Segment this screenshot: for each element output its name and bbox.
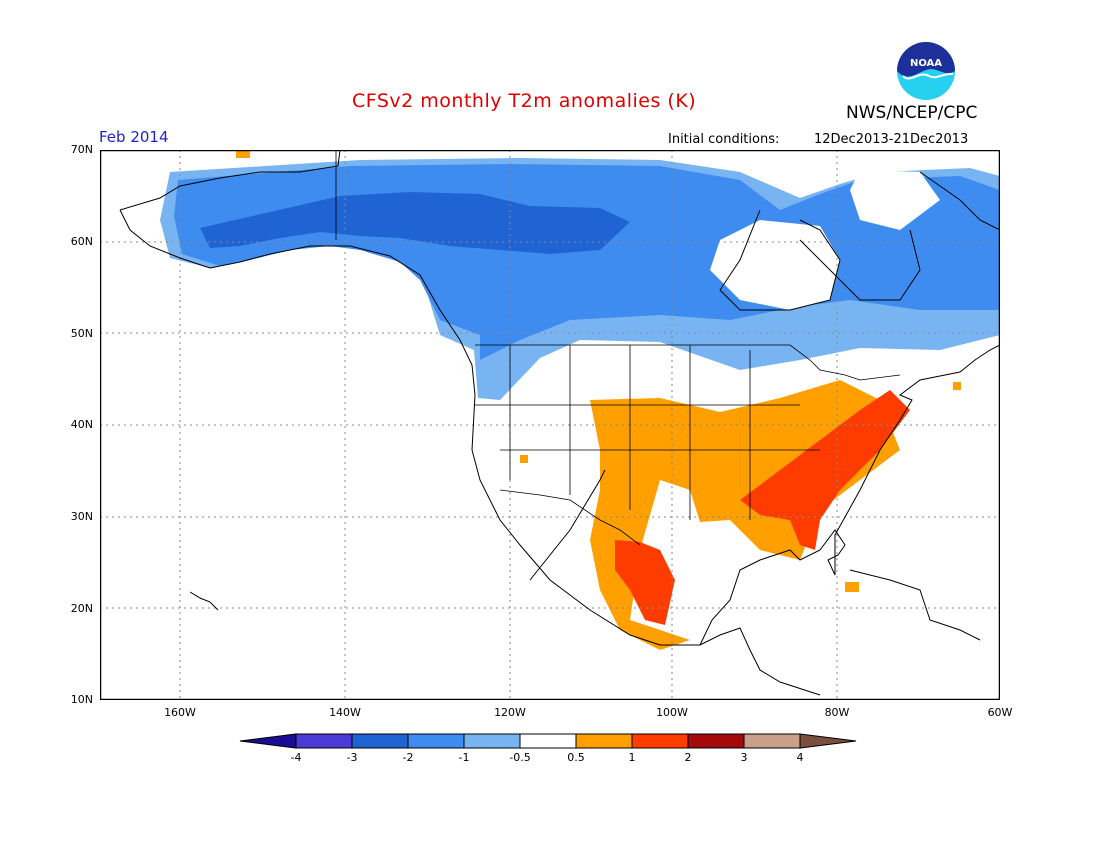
lat-label-60n: 60N — [70, 235, 93, 248]
colorbar-tick-label: -1 — [458, 751, 470, 764]
lon-label-160w: 160W — [164, 706, 196, 719]
labrador-neutral — [850, 170, 940, 230]
forecast-period-label: Feb 2014 — [99, 128, 169, 146]
colorbar-cell-lowest — [239, 733, 297, 749]
initial-conditions-value: 12Dec2013-21Dec2013 — [814, 132, 969, 147]
warm-mid-anomaly-southeast — [740, 390, 910, 550]
colorbar-cell-highest — [799, 733, 857, 749]
logo-text: NOAA — [910, 58, 942, 69]
colorbar-tick-label: -3 — [346, 751, 358, 764]
west-warm-patch — [520, 455, 528, 463]
lat-label-10n: 10N — [70, 693, 93, 706]
colorbar-tick-label: -4 — [290, 751, 302, 764]
lat-label-70n: 70N — [70, 143, 93, 156]
colorbar-tick-label: 3 — [740, 751, 748, 764]
colorbar-tick-label: 2 — [684, 751, 692, 764]
colorbar — [239, 733, 857, 749]
lon-label-140w: 140W — [329, 706, 361, 719]
lat-label-50n: 50N — [70, 327, 93, 340]
colorbar-tick-label: 0.5 — [567, 751, 585, 764]
colorbar-cell-1 — [295, 733, 353, 749]
coastlines — [119, 150, 1000, 696]
colorbar-cell-9 — [743, 733, 801, 749]
warm-mid-anomaly-mexico — [615, 540, 675, 625]
colorbar-tick-label: -2 — [402, 751, 414, 764]
map-title: CFSv2 monthly T2m anomalies (K) — [352, 90, 697, 112]
colorbar-cell-3 — [407, 733, 465, 749]
lat-label-40n: 40N — [70, 418, 93, 431]
political-borders — [335, 150, 901, 546]
colorbar-tick-label: 1 — [628, 751, 636, 764]
anomaly-map — [100, 150, 1000, 700]
colorbar-tick-label: 4 — [796, 751, 804, 764]
colorbar-cell-5 — [519, 733, 577, 749]
colorbar-cell-6 — [575, 733, 633, 749]
lon-label-80w: 80W — [824, 706, 850, 719]
colorbar-cell-2 — [351, 733, 409, 749]
arctic-warm-patch — [236, 150, 250, 158]
lon-label-120w: 120W — [494, 706, 526, 719]
noaa-logo-icon: NOAA — [897, 42, 955, 100]
cold-strong-anomaly — [200, 192, 630, 254]
map-grid — [100, 150, 1000, 700]
agency-label: NWS/NCEP/CPC — [846, 103, 978, 123]
lon-label-60w: 60W — [987, 706, 1013, 719]
colorbar-cell-8 — [687, 733, 745, 749]
colorbar-cell-4 — [463, 733, 521, 749]
map-frame — [100, 150, 1000, 700]
lon-label-100w: 100W — [656, 706, 688, 719]
colorbar-cell-7 — [631, 733, 689, 749]
anomaly-fields — [160, 150, 1000, 650]
initial-conditions-label: Initial conditions: — [668, 132, 780, 147]
lat-label-20n: 20N — [70, 602, 93, 615]
lat-label-30n: 30N — [70, 510, 93, 523]
colorbar-tick-label: -0.5 — [509, 751, 531, 764]
caribbean-warm-patch — [845, 582, 859, 592]
atlantic-warm-patch — [953, 382, 961, 390]
